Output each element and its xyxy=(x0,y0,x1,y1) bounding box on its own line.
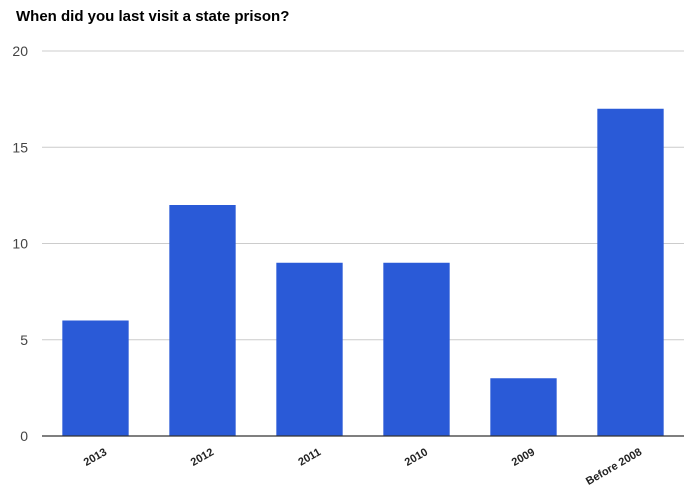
bar-2011 xyxy=(276,262,343,436)
y-tick-label: 5 xyxy=(20,332,28,348)
x-tick-label: Before 2008 xyxy=(584,446,644,488)
y-tick-label: 15 xyxy=(12,139,28,155)
bar-2010 xyxy=(383,262,450,436)
bar-2012 xyxy=(169,205,236,436)
bar-2013 xyxy=(62,320,129,436)
bar-before-2008 xyxy=(597,108,664,436)
x-tick-label: 2013 xyxy=(82,446,109,469)
x-tick-label: 2012 xyxy=(189,446,216,469)
x-tick-label: 2010 xyxy=(403,446,430,469)
y-tick-label: 10 xyxy=(12,236,28,252)
chart-title: When did you last visit a state prison? xyxy=(16,8,290,25)
x-tick-label: 2009 xyxy=(510,446,537,469)
bar-2009 xyxy=(490,378,557,436)
y-tick-label: 20 xyxy=(12,43,28,59)
y-tick-label: 0 xyxy=(20,428,28,444)
x-tick-label: 2011 xyxy=(296,446,323,468)
